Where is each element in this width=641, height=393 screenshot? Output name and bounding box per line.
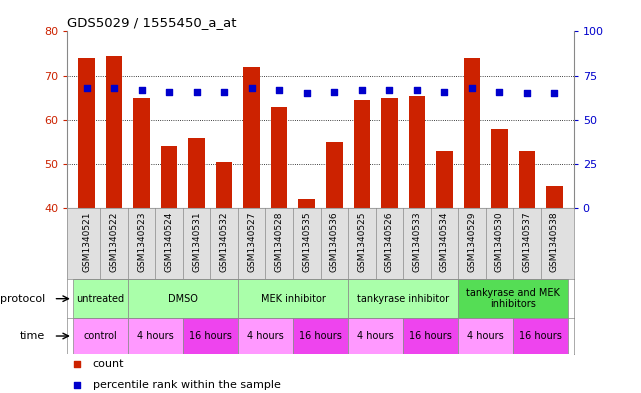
- Text: 4 hours: 4 hours: [467, 331, 504, 341]
- Text: 4 hours: 4 hours: [137, 331, 174, 341]
- Point: [329, 88, 339, 95]
- Bar: [491, 129, 508, 208]
- Text: GSM1340528: GSM1340528: [275, 212, 284, 272]
- Point: [384, 86, 394, 93]
- Point: [356, 86, 367, 93]
- Text: GSM1340522: GSM1340522: [110, 212, 119, 272]
- Bar: [271, 107, 287, 208]
- Bar: [128, 279, 238, 318]
- Point: [164, 88, 174, 95]
- Text: GSM1340523: GSM1340523: [137, 212, 146, 272]
- Text: protocol: protocol: [0, 294, 46, 304]
- Bar: [458, 318, 513, 354]
- Bar: [238, 318, 293, 354]
- Text: percentile rank within the sample: percentile rank within the sample: [92, 380, 281, 390]
- Text: GSM1340535: GSM1340535: [303, 212, 312, 272]
- Bar: [244, 67, 260, 208]
- Text: GSM1340529: GSM1340529: [467, 212, 476, 272]
- Text: control: control: [83, 331, 117, 341]
- Text: GSM1340525: GSM1340525: [357, 212, 366, 272]
- Bar: [106, 56, 122, 208]
- Text: GDS5029 / 1555450_a_at: GDS5029 / 1555450_a_at: [67, 17, 237, 29]
- Text: 16 hours: 16 hours: [299, 331, 342, 341]
- Text: GSM1340537: GSM1340537: [522, 212, 531, 272]
- Text: DMSO: DMSO: [168, 294, 198, 304]
- Bar: [133, 98, 150, 208]
- Point: [467, 85, 477, 91]
- Point: [81, 85, 92, 91]
- Bar: [403, 318, 458, 354]
- Text: 16 hours: 16 hours: [409, 331, 452, 341]
- Text: GSM1340524: GSM1340524: [165, 212, 174, 272]
- Text: GSM1340521: GSM1340521: [82, 212, 91, 272]
- Bar: [408, 95, 425, 208]
- Text: 4 hours: 4 hours: [357, 331, 394, 341]
- Point: [494, 88, 504, 95]
- Bar: [73, 318, 128, 354]
- Text: GSM1340536: GSM1340536: [329, 212, 338, 272]
- Bar: [326, 142, 342, 208]
- Point: [72, 382, 83, 388]
- Point: [439, 88, 449, 95]
- Point: [302, 90, 312, 96]
- Point: [192, 88, 202, 95]
- Bar: [381, 98, 397, 208]
- Bar: [348, 318, 403, 354]
- Bar: [188, 138, 205, 208]
- Text: GSM1340527: GSM1340527: [247, 212, 256, 272]
- Text: tankyrase inhibitor: tankyrase inhibitor: [357, 294, 449, 304]
- Bar: [463, 58, 480, 208]
- Point: [247, 85, 257, 91]
- Bar: [519, 151, 535, 208]
- Bar: [354, 100, 370, 208]
- Point: [109, 85, 119, 91]
- Point: [72, 360, 83, 367]
- Text: time: time: [20, 331, 46, 341]
- Bar: [128, 318, 183, 354]
- Bar: [458, 279, 568, 318]
- Text: 16 hours: 16 hours: [519, 331, 562, 341]
- Bar: [78, 58, 95, 208]
- Point: [219, 88, 229, 95]
- Text: GSM1340538: GSM1340538: [550, 212, 559, 272]
- Bar: [513, 318, 568, 354]
- Text: GSM1340534: GSM1340534: [440, 212, 449, 272]
- Text: count: count: [92, 358, 124, 369]
- Bar: [73, 279, 128, 318]
- Text: GSM1340533: GSM1340533: [412, 212, 421, 272]
- Bar: [238, 279, 348, 318]
- Point: [274, 86, 285, 93]
- Point: [137, 86, 147, 93]
- Point: [412, 86, 422, 93]
- Bar: [293, 318, 348, 354]
- Bar: [183, 318, 238, 354]
- Point: [549, 90, 560, 96]
- Bar: [546, 186, 563, 208]
- Text: MEK inhibitor: MEK inhibitor: [260, 294, 326, 304]
- Text: untreated: untreated: [76, 294, 124, 304]
- Bar: [348, 279, 458, 318]
- Bar: [161, 146, 178, 208]
- Text: GSM1340532: GSM1340532: [220, 212, 229, 272]
- Bar: [299, 199, 315, 208]
- Bar: [216, 162, 233, 208]
- Text: GSM1340531: GSM1340531: [192, 212, 201, 272]
- Text: GSM1340526: GSM1340526: [385, 212, 394, 272]
- Bar: [436, 151, 453, 208]
- Text: tankyrase and MEK
inhibitors: tankyrase and MEK inhibitors: [466, 288, 560, 309]
- Text: GSM1340530: GSM1340530: [495, 212, 504, 272]
- Text: 4 hours: 4 hours: [247, 331, 284, 341]
- Point: [522, 90, 532, 96]
- Text: 16 hours: 16 hours: [189, 331, 232, 341]
